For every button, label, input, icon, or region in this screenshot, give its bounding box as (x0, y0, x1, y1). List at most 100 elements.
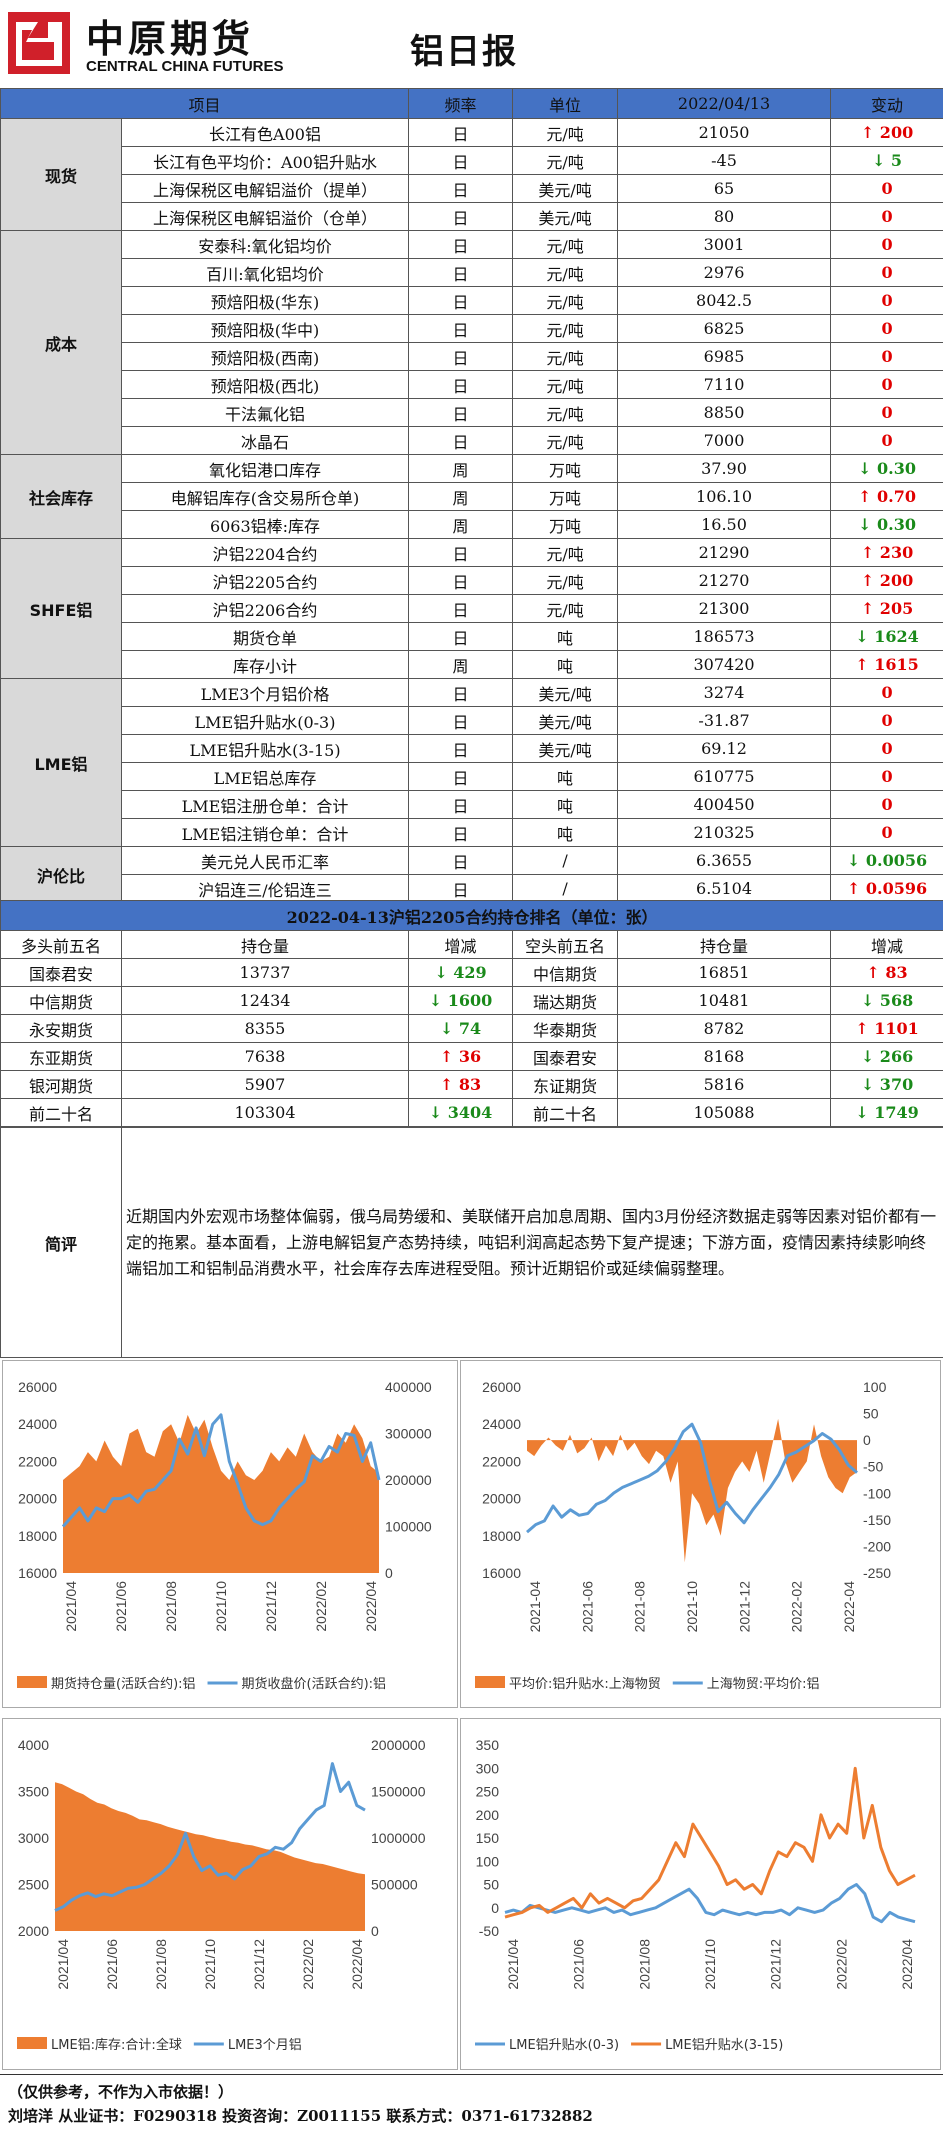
cat-lme: LME铝 (0, 678, 122, 847)
legend-label: LME铝升贴水(0-3) (509, 2038, 619, 2053)
row-value: 3001 (617, 230, 832, 259)
legend-label: 上海物贸:平均价:铝 (707, 1677, 820, 1692)
table-row: 百川:氧化铝均价日元/吨 2976 0 (1, 258, 943, 287)
ranking-title: 2022-04-13沪铝2205合约持仓排名（单位：张） (0, 900, 943, 931)
table-row: 干法氟化铝日元/吨 8850 0 (1, 398, 943, 427)
x-tick-label: 2021/04 (55, 1939, 71, 1990)
long-volume: 5907 (121, 1070, 409, 1099)
row-value: 6.5104 (617, 874, 832, 903)
row-unit: 吨 (512, 650, 619, 679)
row-value: 307420 (617, 650, 832, 679)
ranking-row: 永安期货 8355 ↓ 74 华泰期货 8782 ↑ 1101 (0, 1014, 943, 1043)
row-item: 沪铝2205合约 (120, 566, 410, 595)
short-name: 国泰君安 (512, 1042, 618, 1071)
long-change: ↓ 1600 (408, 986, 513, 1015)
row-value: 610775 (617, 762, 832, 791)
x-tick-label: 2021/12 (251, 1939, 267, 1990)
row-change: ↑ 200 (830, 566, 943, 595)
legend-label: 平均价:铝升贴水:上海物贸 (509, 1677, 661, 1692)
y-tick-label: 0 (491, 1900, 499, 1916)
row-change: ↓ 5 (830, 146, 943, 175)
row-value: 2976 (617, 258, 832, 287)
x-tick-label: 2021/06 (113, 1581, 129, 1632)
legend-swatch (17, 2037, 47, 2049)
row-frequency: 日 (408, 258, 514, 287)
row-unit: 元/吨 (512, 146, 619, 175)
y-tick-label: 150 (476, 1830, 500, 1846)
row-unit: / (512, 846, 619, 875)
long-change: ↓ 3404 (408, 1098, 513, 1127)
cat-cost: 成本 (0, 230, 122, 455)
row-change: ↑ 230 (830, 538, 943, 567)
row-unit: 元/吨 (512, 538, 619, 567)
row-change: ↓ 0.30 (830, 510, 943, 539)
row-value: 21290 (617, 538, 832, 567)
table-row: 电解铝库存(含交易所仓单) 周万吨 106.10 ↑ 0.70 (1, 482, 943, 511)
row-unit: 元/吨 (512, 370, 619, 399)
series-area-0 (527, 1418, 857, 1563)
legend-label: LME铝升贴水(3-15) (665, 2038, 783, 2053)
row-frequency: 日 (408, 846, 514, 875)
header-freq: 频率 (408, 88, 514, 119)
cat-social-stock: 社会库存 (0, 454, 122, 539)
long-change: ↑ 83 (408, 1070, 513, 1099)
long-change: ↑ 36 (408, 1042, 513, 1071)
row-value: 6.3655 (617, 846, 832, 875)
ranking-header-3: 空头前五名 (512, 930, 618, 959)
ranking-row: 银河期货 5907 ↑ 83 东证期货 5816 ↓ 370 (0, 1070, 943, 1099)
row-change: ↓ 1624 (830, 622, 943, 651)
x-tick-label: 2022/02 (833, 1939, 849, 1990)
y-tick-label: 2000 (18, 1923, 49, 1939)
table-row: 上海保税区电解铝溢价（提单）日美元/吨 65 0 (1, 174, 943, 203)
row-frequency: 日 (408, 818, 514, 847)
table-row: SHFE铝 沪铝2204合约日元/吨 21290 ↑ 230 (0, 538, 943, 679)
table-row: LME铝总库存日吨 610775 0 (1, 762, 943, 791)
row-unit: 吨 (512, 818, 619, 847)
short-change: ↑ 83 (829, 958, 943, 987)
row-unit: 元/吨 (512, 342, 619, 371)
x-tick-label: 2021/10 (213, 1581, 229, 1632)
row-item: 上海保税区电解铝溢价（仓单） (120, 202, 410, 231)
short-change: ↓ 1749 (829, 1098, 943, 1127)
row-unit: 美元/吨 (512, 678, 619, 707)
y-tick-label: 300 (476, 1760, 500, 1776)
long-name: 银河期货 (0, 1070, 122, 1099)
table-row: LME铝升贴水(0-3) 日美元/吨 -31.87 0 (1, 706, 943, 735)
table-row: 预焙阳极(华东) 日元/吨 8042.5 0 (1, 286, 943, 315)
row-change: 0 (830, 818, 943, 847)
row-frequency: 周 (408, 454, 514, 483)
legend-label: 期货持仓量(活跃合约):铝 (51, 1676, 196, 1692)
row-value: -31.87 (617, 706, 832, 735)
row-item: 沪铝2204合约 (120, 538, 410, 567)
x-tick-label: 2021-06 (579, 1581, 595, 1633)
cat-spot: 现货 (0, 118, 122, 231)
row-value: 37.90 (617, 454, 832, 483)
table-row: 沪铝连三/伦铝连三日/6.5104 ↑ 0.0596 (1, 874, 943, 903)
row-item: 长江有色A00铝 (120, 118, 410, 147)
long-change: ↓ 74 (408, 1014, 513, 1043)
row-change: 0 (830, 370, 943, 399)
header-item: 项目 (0, 88, 410, 119)
x-tick-label: 2021-10 (684, 1581, 700, 1633)
x-tick-label: 2021/10 (702, 1939, 718, 1990)
row-frequency: 日 (408, 314, 514, 343)
legend-label: LME铝:库存:合计:全球 (51, 2037, 182, 2053)
short-name: 中信期货 (512, 958, 618, 987)
y-tick-label: 22000 (482, 1453, 521, 1469)
ranking-header-row: 多头前五名 持仓量 增减 空头前五名 持仓量 增减 (0, 930, 943, 959)
row-frequency: 日 (408, 538, 514, 567)
long-volume: 13737 (121, 958, 409, 987)
row-frequency: 日 (408, 118, 514, 147)
y2-tick-label: 0 (863, 1432, 871, 1448)
y2-tick-label: -250 (863, 1565, 891, 1581)
row-unit: 元/吨 (512, 230, 619, 259)
header-unit: 单位 (512, 88, 619, 119)
y2-tick-label: 500000 (371, 1877, 418, 1893)
table-row: 沪铝2205合约日元/吨 21270 ↑ 200 (1, 566, 943, 595)
y2-tick-label: 100000 (385, 1519, 432, 1535)
row-change: 0 (830, 314, 943, 343)
row-value: 65 (617, 174, 832, 203)
y2-tick-label: 100 (863, 1379, 887, 1395)
table-row: 期货仓单日吨 186573 ↓ 1624 (1, 622, 943, 651)
company-logo (8, 12, 70, 74)
